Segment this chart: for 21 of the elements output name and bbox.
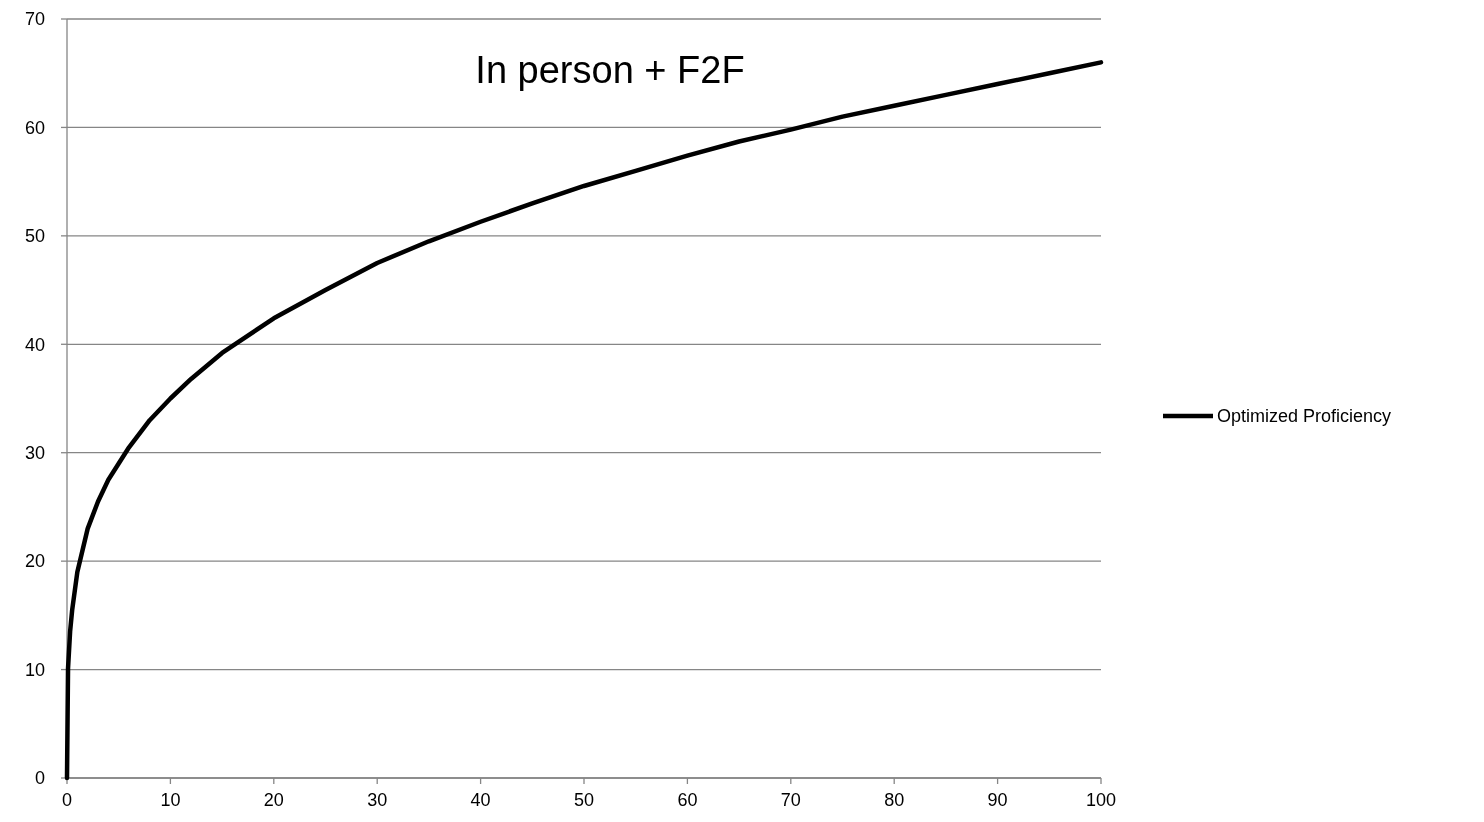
x-tick-label: 100 [1085,790,1117,810]
text: In person + F2F [475,49,745,91]
legend-label: Optimized Proficiency [1217,406,1392,427]
x-tick-label: 10 [160,790,181,810]
y-tick-label: 30 [24,443,45,464]
x-tick-label: 90 [987,790,1008,810]
x-tick-label: 80 [884,790,905,810]
x-tick-label: 40 [470,790,491,810]
x-tick-label: 70 [780,790,801,810]
x-tick-label: 0 [61,790,73,810]
y-tick-label: 60 [24,117,45,138]
y-tick-label: 70 [24,9,45,30]
y-tick-label: 40 [24,334,45,355]
y-tick-label: 10 [24,659,45,680]
x-tick-label: 50 [573,790,595,810]
y-tick-label: 20 [24,551,45,572]
y-tick-label: 50 [24,226,45,247]
x-tick-label: 20 [263,790,284,810]
y-tick-label: 0 [34,768,45,789]
x-tick-label: 60 [677,790,698,810]
x-tick-label: 30 [367,790,388,810]
